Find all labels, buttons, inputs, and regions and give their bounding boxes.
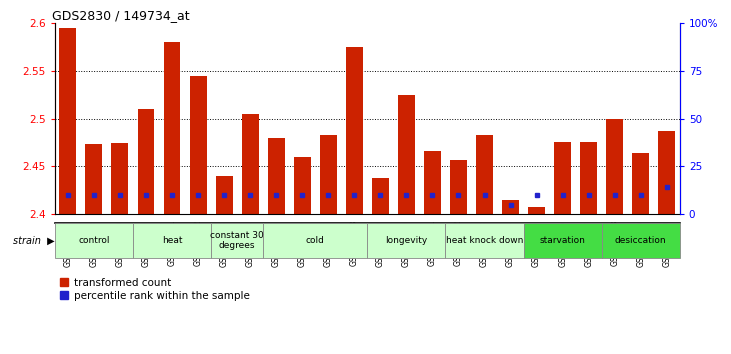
Bar xyxy=(294,157,311,214)
Text: control: control xyxy=(78,236,110,245)
Text: starvation: starvation xyxy=(539,236,586,245)
Bar xyxy=(133,223,211,258)
Text: longevity: longevity xyxy=(385,236,428,245)
Bar xyxy=(111,143,129,214)
Bar xyxy=(398,95,415,214)
Bar xyxy=(476,135,493,214)
Bar xyxy=(450,160,467,214)
Legend: transformed count, percentile rank within the sample: transformed count, percentile rank withi… xyxy=(60,278,249,301)
Text: GDS2830 / 149734_at: GDS2830 / 149734_at xyxy=(52,9,189,22)
Text: desiccation: desiccation xyxy=(615,236,667,245)
Bar xyxy=(424,151,441,214)
Bar xyxy=(86,144,102,214)
Bar xyxy=(319,135,337,214)
Bar xyxy=(137,109,154,214)
Bar xyxy=(554,142,571,214)
Text: heat knock down: heat knock down xyxy=(446,236,523,245)
Bar xyxy=(523,223,602,258)
Bar xyxy=(659,131,675,214)
Bar xyxy=(268,138,284,214)
Bar xyxy=(367,223,445,258)
Bar xyxy=(372,178,389,214)
Bar xyxy=(346,47,363,214)
Bar xyxy=(164,42,181,214)
Text: strain  ▶: strain ▶ xyxy=(13,236,55,246)
Text: constant 30
degrees: constant 30 degrees xyxy=(211,231,264,250)
Bar xyxy=(602,223,680,258)
Bar xyxy=(445,223,523,258)
Bar xyxy=(580,142,597,214)
Bar xyxy=(606,119,624,214)
Bar xyxy=(263,223,367,258)
Bar xyxy=(59,28,76,214)
Bar xyxy=(216,176,232,214)
Bar xyxy=(55,223,133,258)
Bar xyxy=(211,223,263,258)
Bar xyxy=(528,206,545,214)
Bar xyxy=(502,200,519,214)
Bar xyxy=(242,114,259,214)
Text: heat: heat xyxy=(162,236,182,245)
Bar xyxy=(632,153,649,214)
Text: cold: cold xyxy=(306,236,325,245)
Bar xyxy=(189,76,207,214)
